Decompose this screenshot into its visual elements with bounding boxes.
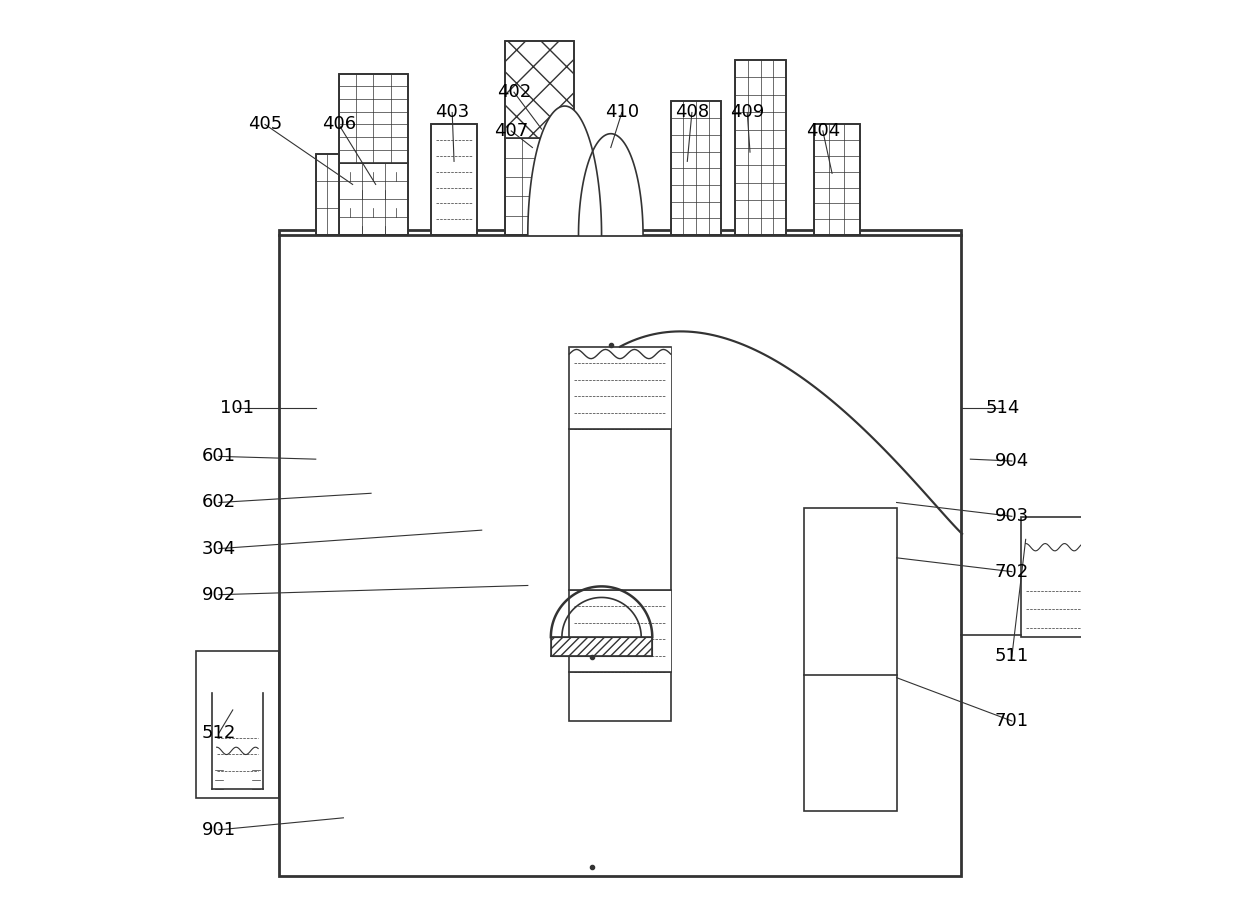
Text: 903: 903 bbox=[994, 507, 1029, 526]
Bar bbox=[316, 154, 339, 235]
Bar bbox=[432, 124, 477, 235]
Bar bbox=[569, 347, 671, 721]
Bar bbox=[196, 651, 279, 798]
Bar bbox=[505, 41, 574, 138]
Bar bbox=[551, 637, 652, 656]
Text: 901: 901 bbox=[202, 821, 236, 839]
Text: 403: 403 bbox=[435, 103, 469, 122]
Bar bbox=[1021, 517, 1085, 637]
Text: 409: 409 bbox=[730, 103, 764, 122]
Text: 101: 101 bbox=[221, 398, 254, 417]
Text: 902: 902 bbox=[202, 585, 236, 604]
Bar bbox=[569, 590, 671, 672]
Text: 404: 404 bbox=[806, 122, 839, 140]
Bar bbox=[339, 74, 408, 235]
Bar bbox=[735, 60, 786, 235]
Text: 701: 701 bbox=[994, 712, 1029, 730]
Text: 405: 405 bbox=[248, 115, 283, 134]
Bar bbox=[813, 124, 859, 235]
Bar bbox=[432, 124, 477, 235]
Polygon shape bbox=[528, 106, 601, 235]
Bar bbox=[671, 101, 722, 235]
Bar bbox=[569, 347, 671, 429]
Text: 406: 406 bbox=[321, 115, 356, 134]
Text: 904: 904 bbox=[994, 452, 1029, 470]
Text: 514: 514 bbox=[986, 398, 1019, 417]
Bar bbox=[671, 101, 722, 235]
Polygon shape bbox=[579, 134, 644, 235]
Bar bbox=[316, 154, 339, 235]
Bar bbox=[339, 162, 408, 235]
Text: 304: 304 bbox=[202, 539, 236, 558]
Text: 602: 602 bbox=[202, 493, 236, 512]
Text: 410: 410 bbox=[605, 103, 639, 122]
Bar bbox=[339, 74, 408, 162]
Bar bbox=[813, 124, 859, 235]
Bar bbox=[735, 60, 786, 235]
Text: 601: 601 bbox=[202, 447, 236, 466]
Text: 702: 702 bbox=[994, 562, 1029, 581]
Text: 402: 402 bbox=[497, 83, 531, 101]
Text: 408: 408 bbox=[675, 103, 709, 122]
Bar bbox=[805, 508, 897, 811]
Bar bbox=[505, 41, 574, 235]
Text: 512: 512 bbox=[202, 724, 236, 742]
Text: 511: 511 bbox=[994, 647, 1029, 666]
Bar bbox=[505, 138, 574, 235]
Text: 407: 407 bbox=[494, 122, 528, 140]
Bar bbox=[279, 230, 961, 876]
